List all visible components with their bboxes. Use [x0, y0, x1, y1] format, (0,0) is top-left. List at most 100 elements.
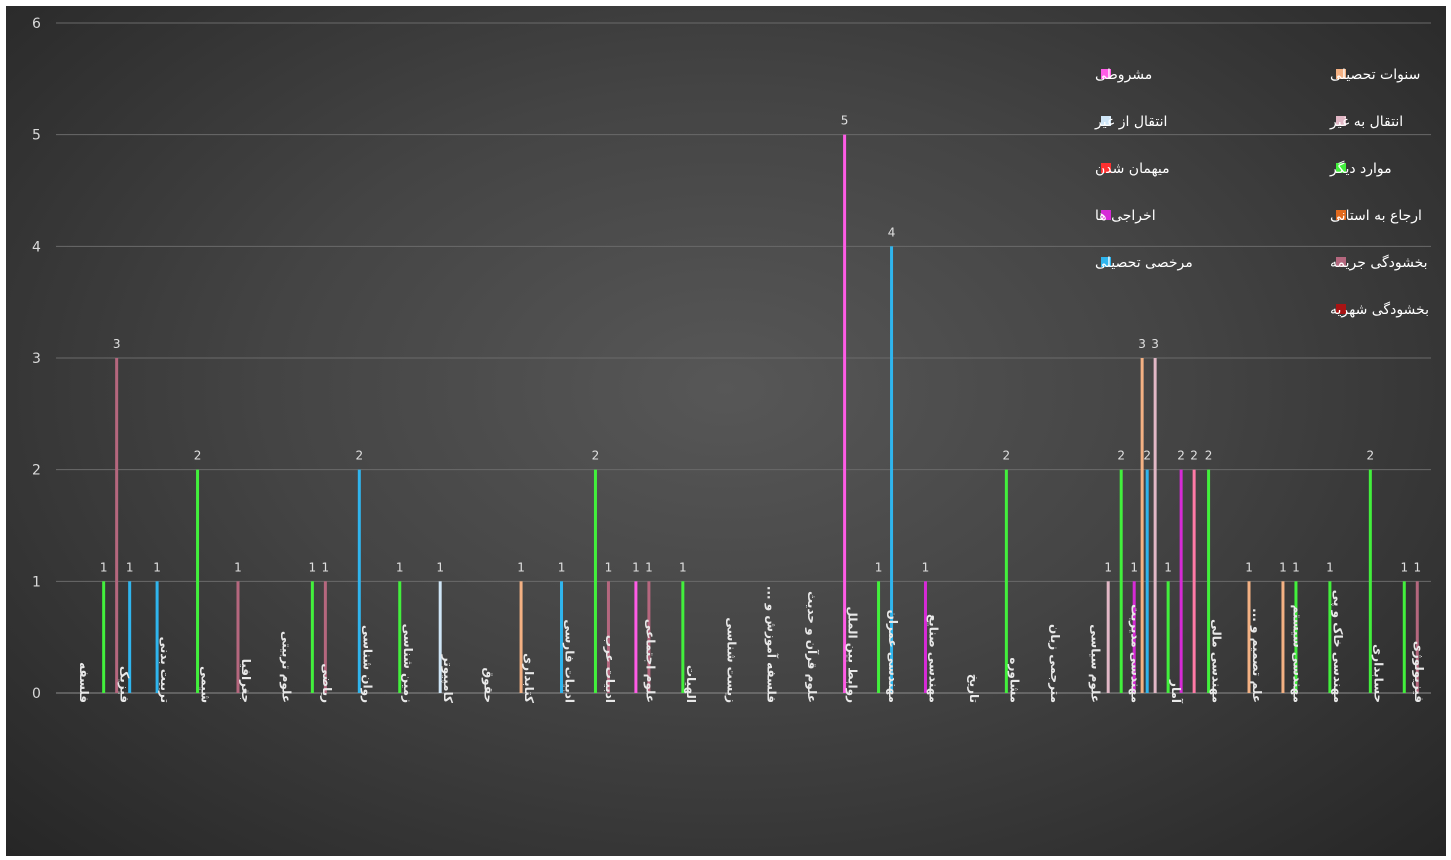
bar-value-label: 1	[1413, 560, 1421, 574]
legend-swatch	[1336, 304, 1346, 314]
legend-entry: مشروطی	[1095, 67, 1152, 83]
bar	[1106, 581, 1110, 693]
bar-value-label: 2	[592, 449, 600, 463]
x-tick-label: کامپیوتر	[440, 654, 455, 703]
bar	[1192, 469, 1196, 693]
legend-swatch	[1336, 69, 1346, 79]
bar	[1294, 581, 1298, 693]
bar	[1247, 581, 1251, 693]
bar-value-label: 3	[1151, 337, 1159, 351]
legend-entry: میهمان شدن	[1095, 161, 1170, 177]
x-tick-label: کتابداری	[522, 653, 536, 703]
x-tick-label: آمار	[1169, 679, 1184, 704]
bar	[1179, 469, 1183, 693]
bar	[877, 581, 881, 693]
bar-value-label: 3	[1138, 337, 1146, 351]
x-tick-label: ریاضی	[320, 663, 334, 703]
bar-value-label: 2	[1177, 449, 1185, 463]
bar-value-label: 1	[517, 560, 525, 574]
bar-value-label: 1	[234, 560, 242, 574]
bar	[102, 581, 106, 693]
x-tick-label: جغرافیا	[239, 659, 253, 703]
x-tick-label: مهندسی عمران	[886, 610, 900, 703]
bar-value-label: 1	[1245, 560, 1253, 574]
x-tick-label: فیزیولوژی	[1411, 641, 1426, 703]
legend-entry: اخراجی ها	[1095, 208, 1156, 224]
y-tick-label: 6	[32, 16, 41, 32]
legend-entry: بخشودگی شهریه	[1330, 301, 1429, 318]
bar	[681, 581, 685, 693]
legend-entry: موارد دیگر	[1329, 160, 1392, 177]
bar-value-label: 1	[322, 560, 330, 574]
bar-value-label: 1	[153, 560, 161, 574]
bar	[1119, 469, 1123, 693]
bar-value-label: 1	[396, 560, 404, 574]
bar-value-label: 1	[1104, 560, 1112, 574]
bar	[843, 134, 847, 693]
x-tick-label: حسابداری	[1371, 644, 1385, 703]
legend-swatch	[1101, 257, 1111, 267]
x-tick-label: حقوق	[481, 667, 496, 703]
y-tick-label: 4	[32, 239, 41, 255]
bar-value-label: 2	[1205, 449, 1213, 463]
x-tick-label: روابط بین الملل	[845, 606, 860, 703]
bar-value-label: 1	[679, 560, 687, 574]
bar	[923, 581, 927, 693]
x-tick-label: مهندسی صنایع	[926, 614, 940, 703]
bar	[196, 469, 200, 693]
bar	[236, 581, 240, 693]
bar	[890, 246, 894, 694]
legend-entry: انتقال به غیر	[1329, 114, 1403, 130]
bar	[128, 581, 132, 693]
y-tick-label: 0	[32, 686, 41, 702]
bar-value-label: 2	[1190, 449, 1198, 463]
bar	[634, 581, 638, 693]
x-tick-label: فیزیک	[118, 666, 132, 703]
y-tick-label: 3	[32, 351, 41, 367]
bar	[1132, 581, 1136, 693]
bar	[1004, 469, 1008, 693]
y-tick-label: 2	[32, 463, 41, 479]
bar-value-label: 4	[888, 225, 896, 239]
x-tick-label: روان شناسی	[359, 625, 374, 703]
legend-swatch	[1336, 210, 1346, 220]
legend-entry: ارجاع به استانی	[1330, 208, 1422, 224]
bar-value-label: 1	[126, 560, 134, 574]
bar-value-label: 2	[1117, 449, 1125, 463]
bar-value-label: 1	[922, 560, 930, 574]
bar	[1281, 581, 1285, 693]
legend-entry: بخشودگی جریمه	[1330, 254, 1428, 271]
x-tick-label: فلسفه	[77, 662, 91, 703]
bar-value-label: 1	[309, 560, 317, 574]
bar	[438, 581, 442, 693]
x-tick-label: تاریخ	[967, 674, 981, 703]
bar	[155, 581, 159, 693]
x-tick-label: زیست شناسی	[724, 617, 738, 703]
bar	[1153, 358, 1157, 693]
bar-value-label: 2	[194, 449, 202, 463]
bar-value-label: 1	[605, 560, 613, 574]
bar-value-label: 1	[875, 560, 883, 574]
legend-entry: سنوات تحصیلی	[1330, 67, 1420, 83]
x-tick-label: الهیات	[684, 665, 698, 703]
x-axis-ticks: فلسفه فیزیک تربیت بدنی شیمی جغرافیا علوم تربی…	[77, 586, 1426, 704]
x-tick-label: ادبیات عرب	[603, 635, 617, 703]
legend-entry: انتقال از غیر	[1094, 114, 1167, 130]
y-tick-label: 1	[32, 574, 41, 590]
x-tick-label: علوم تربیتی	[278, 631, 293, 703]
bar	[1328, 581, 1332, 693]
bar-value-label: 1	[1400, 560, 1408, 574]
gridlines	[56, 22, 1431, 694]
bar	[593, 469, 597, 693]
bar-value-label: 1	[645, 560, 653, 574]
bar	[1166, 581, 1170, 693]
bar-value-label: 2	[355, 449, 363, 463]
bar	[1145, 469, 1149, 693]
bar	[647, 581, 651, 693]
bar-value-label: 1	[436, 560, 444, 574]
x-tick-label: تربیت بدنی	[158, 637, 172, 703]
x-tick-label: مترجمی زبان	[1048, 624, 1062, 703]
